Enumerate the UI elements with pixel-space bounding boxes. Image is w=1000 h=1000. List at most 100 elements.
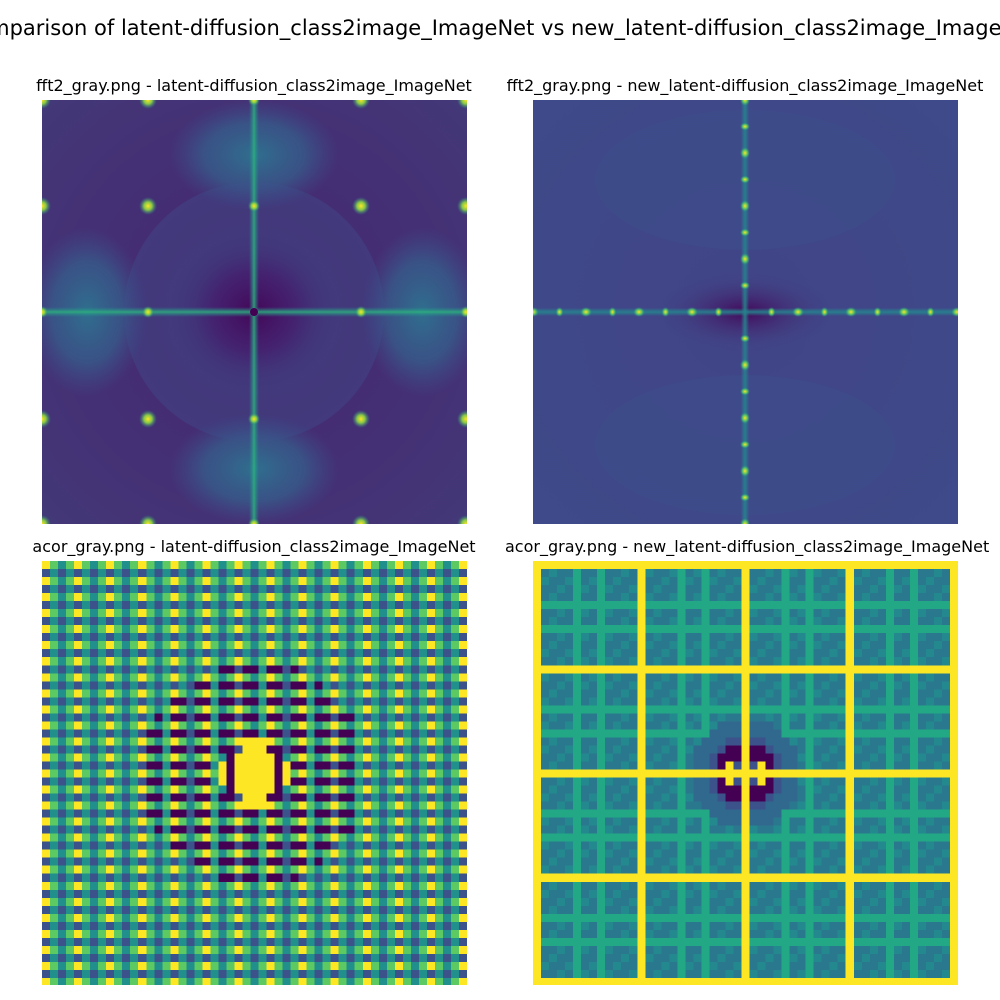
heatmap-cell — [258, 673, 268, 682]
heatmap-cell — [282, 897, 292, 907]
heatmap-cell — [74, 889, 83, 899]
heatmap-cell — [749, 561, 759, 570]
heatmap-cell — [106, 769, 115, 779]
heatmap-cell — [653, 865, 662, 875]
heatmap-cell — [250, 745, 260, 754]
heatmap-cell — [621, 569, 630, 578]
fft-peak — [898, 307, 910, 317]
heatmap-cell — [541, 593, 550, 602]
heatmap-cell — [621, 745, 630, 754]
heatmap-cell — [370, 809, 380, 819]
heatmap-cell — [146, 953, 155, 963]
heatmap-cell — [314, 785, 324, 795]
heatmap-cell — [306, 849, 316, 859]
heatmap-cell — [242, 761, 251, 770]
heatmap-cell — [306, 817, 316, 827]
heatmap-cell — [322, 665, 332, 674]
heatmap-cell — [434, 817, 444, 827]
heatmap-cell — [122, 681, 131, 690]
heatmap-cell — [845, 857, 855, 867]
heatmap-cell — [949, 641, 958, 650]
heatmap-cell — [458, 873, 467, 883]
heatmap-cell — [605, 721, 614, 730]
heatmap-cell — [669, 625, 678, 634]
heatmap-cell — [541, 705, 550, 714]
heatmap-cell — [861, 601, 871, 610]
heatmap-cell — [901, 817, 911, 827]
heatmap-cell — [557, 697, 566, 706]
heatmap-cell — [741, 753, 751, 762]
heatmap-cell — [861, 697, 871, 706]
heatmap-cell — [362, 793, 372, 803]
heatmap-cell — [442, 921, 452, 931]
heatmap-cell — [442, 793, 452, 803]
heatmap-cell — [885, 729, 895, 738]
heatmap-cell — [386, 705, 396, 714]
heatmap-cell — [346, 721, 356, 730]
heatmap-cell — [685, 657, 694, 666]
heatmap-cell — [805, 801, 815, 811]
heatmap-cell — [949, 617, 958, 626]
heatmap-cell — [274, 641, 284, 650]
heatmap-cell — [845, 665, 855, 674]
heatmap-cell — [50, 585, 59, 594]
heatmap-cell — [442, 569, 452, 578]
heatmap-cell — [853, 865, 863, 875]
heatmap-cell — [597, 777, 606, 787]
heatmap-cell — [853, 761, 863, 770]
heatmap-cell — [450, 825, 460, 835]
heatmap-cell — [733, 793, 742, 803]
heatmap-cell — [250, 865, 260, 875]
heatmap-cell — [741, 745, 751, 754]
heatmap-cell — [98, 729, 107, 738]
heatmap-cell — [805, 809, 815, 819]
heatmap-cell — [194, 745, 203, 754]
heatmap-cell — [210, 721, 219, 730]
heatmap-cell — [146, 713, 155, 722]
heatmap-cell — [557, 777, 566, 787]
heatmap-cell — [394, 609, 404, 618]
heatmap-cell — [925, 793, 935, 803]
heatmap-cell — [677, 673, 686, 682]
heatmap-cell — [314, 649, 324, 658]
heatmap-cell — [218, 841, 227, 851]
heatmap-cell — [597, 633, 606, 642]
heatmap-cell — [74, 617, 83, 626]
fft-peak — [740, 147, 750, 159]
heatmap-cell — [298, 721, 308, 730]
heatmap-cell — [298, 913, 308, 923]
heatmap-cell — [346, 785, 356, 795]
heatmap-cell — [581, 825, 590, 835]
heatmap-cell — [194, 753, 203, 762]
heatmap-cell — [58, 713, 67, 722]
heatmap-cell — [170, 737, 179, 746]
heatmap-cell — [90, 817, 99, 827]
heatmap-cell — [330, 569, 340, 578]
heatmap-cell — [306, 857, 316, 867]
heatmap-cell — [66, 825, 75, 835]
heatmap-cell — [621, 793, 630, 803]
heatmap-cell — [949, 833, 958, 843]
heatmap-cell — [605, 617, 614, 626]
heatmap-cell — [605, 657, 614, 666]
heatmap-cell — [322, 721, 332, 730]
heatmap-cell — [693, 745, 702, 754]
heatmap-cell — [557, 785, 566, 795]
heatmap-cell — [933, 697, 943, 706]
heatmap-cell — [693, 841, 702, 851]
heatmap-cell — [330, 577, 340, 586]
heatmap-cell — [749, 681, 759, 690]
heatmap-cell — [909, 857, 919, 867]
heatmap-cell — [42, 817, 51, 827]
heatmap-cell — [306, 649, 316, 658]
heatmap-cell — [653, 809, 662, 819]
heatmap-cell — [661, 785, 670, 795]
fft-peak — [740, 281, 750, 290]
heatmap-cell — [106, 865, 115, 875]
heatmap-cell — [434, 865, 444, 875]
heatmap-cell — [250, 969, 260, 979]
heatmap-cell — [170, 841, 179, 851]
heatmap-cell — [82, 817, 91, 827]
heatmap-cell — [178, 953, 187, 963]
heatmap-cell — [162, 609, 171, 618]
